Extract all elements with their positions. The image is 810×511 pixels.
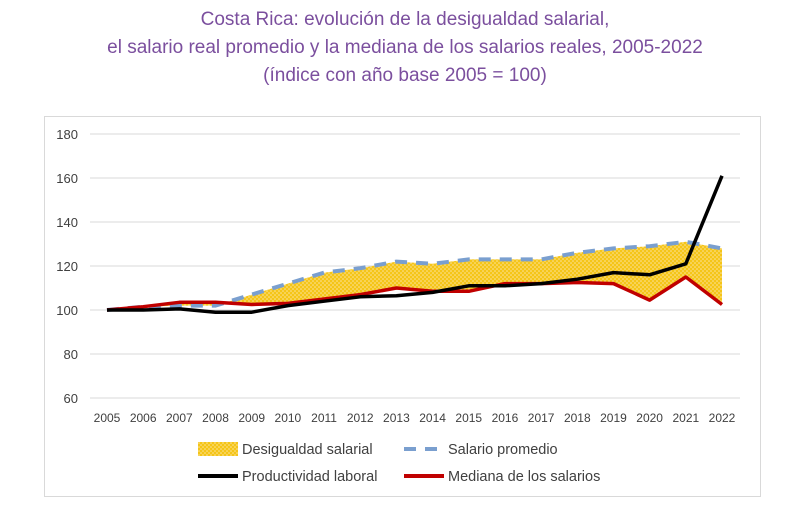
x-tick-label: 2007 [166, 411, 193, 425]
y-tick-label: 100 [56, 303, 78, 318]
y-tick-label: 160 [56, 171, 78, 186]
legend-label: Desigualdad salarial [242, 442, 373, 458]
y-tick-label: 180 [56, 127, 78, 142]
x-tick-label: 2008 [202, 411, 229, 425]
legend-label: Productividad laboral [242, 469, 377, 485]
x-tick-label: 2006 [130, 411, 157, 425]
y-tick-label: 60 [64, 391, 78, 406]
x-tick-label: 2021 [672, 411, 699, 425]
chart-title: Costa Rica: evolución de la desigualdad … [0, 6, 810, 90]
legend-label: Salario promedio [448, 442, 558, 458]
x-tick-label: 2018 [564, 411, 591, 425]
x-tick-label: 2015 [455, 411, 482, 425]
x-tick-label: 2005 [94, 411, 121, 425]
x-tick-label: 2022 [709, 411, 736, 425]
y-tick-label: 140 [56, 215, 78, 230]
x-tick-label: 2011 [311, 411, 337, 425]
x-tick-label: 2016 [492, 411, 519, 425]
x-tick-label: 2013 [383, 411, 410, 425]
x-tick-label: 2012 [347, 411, 374, 425]
y-tick-label: 120 [56, 259, 78, 274]
chart-title-line-3: (índice con año base 2005 = 100) [263, 65, 547, 86]
y-tick-label: 80 [64, 347, 78, 362]
legend-item-desigualdad-salarial: Desigualdad salarial [198, 442, 373, 458]
legend-item-productividad-laboral: Productividad laboral [198, 469, 377, 485]
x-tick-label: 2020 [636, 411, 663, 425]
area-desigualdad-salarial [107, 241, 722, 310]
chart-title-line-2: el salario real promedio y la mediana de… [107, 37, 703, 58]
legend-item-mediana-de-los-salarios: Mediana de los salarios [404, 469, 600, 485]
x-tick-label: 2014 [419, 411, 446, 425]
legend-swatch [198, 442, 238, 456]
chart-frame [44, 116, 761, 497]
series-line-mediana-de-los-salarios [106, 275, 724, 312]
legend-label: Mediana de los salarios [448, 469, 600, 485]
series-line-productividad-laboral [107, 175, 724, 314]
x-tick-label: 2017 [528, 411, 555, 425]
x-tick-label: 2019 [600, 411, 627, 425]
chart-title-line-1: Costa Rica: evolución de la desigualdad … [200, 9, 610, 30]
x-tick-label: 2009 [238, 411, 265, 425]
x-tick-label: 2010 [275, 411, 302, 425]
legend-item-salario-promedio: Salario promedio [404, 442, 558, 458]
